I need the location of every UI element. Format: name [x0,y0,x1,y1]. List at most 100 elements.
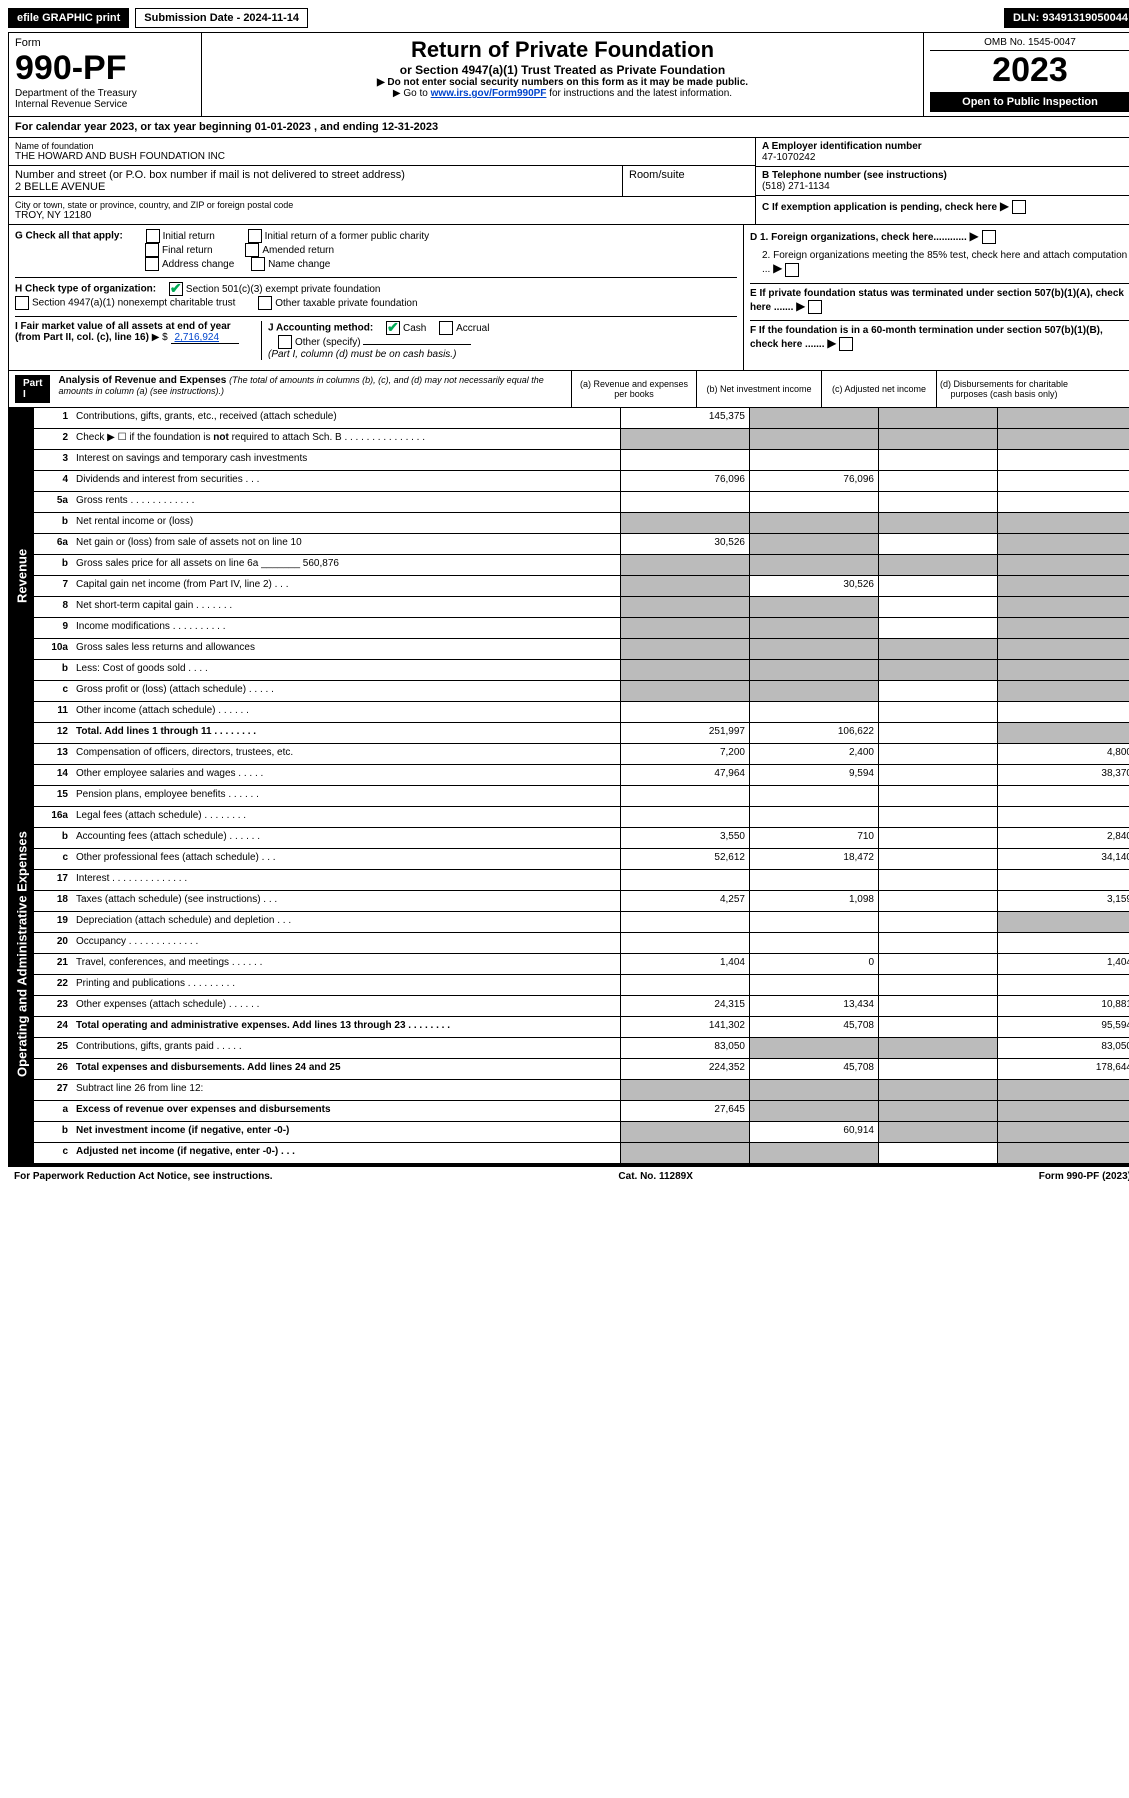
col-c-value [878,933,997,953]
line-description: Total. Add lines 1 through 11 . . . . . … [72,723,620,743]
phone-value: (518) 271-1134 [762,181,1129,192]
col-c-value [878,408,997,428]
col-a-value: 30,526 [620,534,749,554]
g-name-checkbox[interactable] [251,257,265,271]
line-description: Taxes (attach schedule) (see instruction… [72,891,620,911]
h-other-checkbox[interactable] [258,296,272,310]
table-row: 10aGross sales less returns and allowanc… [34,639,1129,660]
col-c-value [878,996,997,1016]
line-description: Gross sales price for all assets on line… [72,555,620,575]
col-c-value [878,849,997,869]
col-b-value [749,681,878,701]
line-number: 4 [34,471,72,491]
col-b-value [749,1038,878,1058]
table-row: 15Pension plans, employee benefits . . .… [34,786,1129,807]
entity-info: Name of foundation THE HOWARD AND BUSH F… [8,138,1129,225]
col-c-value [878,807,997,827]
c-checkbox[interactable] [1012,200,1026,214]
col-d-value [997,1101,1129,1121]
section-g-h-i-j: G Check all that apply: Initial return I… [8,225,1129,371]
col-b-value: 2,400 [749,744,878,764]
col-a-value: 83,050 [620,1038,749,1058]
col-d-value [997,1122,1129,1142]
table-row: 27Subtract line 26 from line 12: [34,1080,1129,1101]
col-d-value [997,597,1129,617]
col-d-value [997,576,1129,596]
line-number: 11 [34,702,72,722]
g-amended-checkbox[interactable] [245,243,259,257]
col-a-value [620,933,749,953]
e-checkbox[interactable] [808,300,822,314]
col-b-value: 45,708 [749,1059,878,1079]
line-number: 9 [34,618,72,638]
col-c-value [878,681,997,701]
table-row: 11Other income (attach schedule) . . . .… [34,702,1129,723]
line-number: 26 [34,1059,72,1079]
irs-link[interactable]: www.irs.gov/Form990PF [431,88,547,99]
col-c-value [878,744,997,764]
col-b-value [749,555,878,575]
j-accrual-checkbox[interactable] [439,321,453,335]
col-c-value [878,1059,997,1079]
g-initial-checkbox[interactable] [146,229,160,243]
g-address-checkbox[interactable] [145,257,159,271]
line-description: Net short-term capital gain . . . . . . … [72,597,620,617]
col-d-value [997,450,1129,470]
submission-date: Submission Date - 2024-11-14 [135,8,308,28]
table-row: 2Check ▶ ☐ if the foundation is not requ… [34,429,1129,450]
f-checkbox[interactable] [839,337,853,351]
g-final-checkbox[interactable] [145,243,159,257]
line-description: Compensation of officers, directors, tru… [72,744,620,764]
table-row: cAdjusted net income (if negative, enter… [34,1143,1129,1164]
col-a-value: 47,964 [620,765,749,785]
col-b-value: 106,622 [749,723,878,743]
f-label: F If the foundation is in a 60-month ter… [750,325,1103,350]
city-state-zip: TROY, NY 12180 [15,210,749,221]
calendar-year-row: For calendar year 2023, or tax year begi… [8,117,1129,138]
i-j-row: I Fair market value of all assets at end… [15,316,737,360]
j-other-checkbox[interactable] [278,335,292,349]
addr-label: Number and street (or P.O. box number if… [15,169,616,181]
col-d-value [997,639,1129,659]
col-a-value [620,576,749,596]
efile-badge[interactable]: efile GRAPHIC print [8,8,129,28]
col-d-value [997,723,1129,743]
line-number: 18 [34,891,72,911]
col-c-header: (c) Adjusted net income [821,371,936,407]
form-ref: Form 990-PF (2023) [1039,1171,1129,1182]
goto-note: ▶ Go to www.irs.gov/Form990PF for instru… [208,88,917,99]
j-cash-checkbox[interactable] [386,321,400,335]
col-a-value [620,870,749,890]
line-description: Net rental income or (loss) [72,513,620,533]
table-row: aExcess of revenue over expenses and dis… [34,1101,1129,1122]
part1-header: Part I Analysis of Revenue and Expenses … [8,371,1129,408]
line-description: Check ▶ ☐ if the foundation is not requi… [72,429,620,449]
table-row: bNet rental income or (loss) [34,513,1129,534]
col-d-value [997,429,1129,449]
g-row: G Check all that apply: Initial return I… [15,229,737,271]
col-d-value [997,912,1129,932]
h-4947-checkbox[interactable] [15,296,29,310]
d2-checkbox[interactable] [785,263,799,277]
line-description: Other professional fees (attach schedule… [72,849,620,869]
col-d-value [997,492,1129,512]
line-description: Other employee salaries and wages . . . … [72,765,620,785]
topbar: efile GRAPHIC print Submission Date - 20… [8,8,1129,28]
col-d-value [997,807,1129,827]
cat-number: Cat. No. 11289X [618,1171,692,1182]
col-a-value: 1,404 [620,954,749,974]
h-501c3-checkbox[interactable] [169,282,183,296]
col-b-value [749,975,878,995]
line-number: c [34,849,72,869]
open-public-badge: Open to Public Inspection [930,92,1129,112]
table-row: 18Taxes (attach schedule) (see instructi… [34,891,1129,912]
line-description: Interest on savings and temporary cash i… [72,450,620,470]
form-number: 990-PF [15,49,195,88]
line-description: Accounting fees (attach schedule) . . . … [72,828,620,848]
line-number: 1 [34,408,72,428]
d1-checkbox[interactable] [982,230,996,244]
col-b-value [749,870,878,890]
g-initial-former-checkbox[interactable] [248,229,262,243]
col-b-value [749,1080,878,1100]
col-b-value [749,429,878,449]
